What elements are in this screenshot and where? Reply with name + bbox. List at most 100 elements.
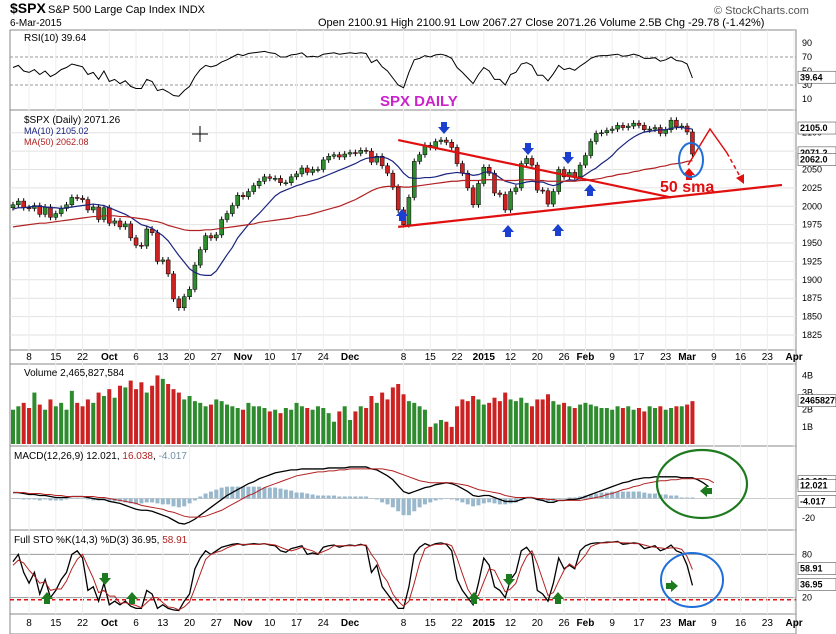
macd-histogram-bar (176, 498, 181, 508)
green-right-arrow (666, 580, 678, 592)
rsi-value-label-box (797, 70, 836, 84)
macd-histogram-bar (422, 498, 427, 505)
volume-bar (332, 421, 336, 444)
macd-histogram-bar (610, 491, 615, 499)
macd-histogram-bar (674, 495, 679, 499)
volume-bar (294, 402, 299, 444)
volume-bar (192, 401, 197, 444)
macd-histogram-bar (540, 498, 545, 501)
volume-bar (465, 401, 470, 444)
volume-bar (182, 399, 187, 444)
candle-body (310, 169, 315, 173)
macd-histogram-bar (235, 486, 240, 499)
macd-histogram-bar (578, 496, 583, 499)
macd-histogram-bar (37, 498, 42, 501)
volume-bar (583, 402, 588, 444)
volume-bar (59, 402, 64, 444)
sma-annotation: 50 sma (660, 179, 714, 196)
candle-body (149, 228, 155, 233)
volume-bar (241, 409, 246, 444)
macd-histogram-bar (214, 489, 219, 499)
macd-histogram-bar (374, 498, 379, 500)
volume-bar (219, 401, 224, 444)
volume-bar (519, 397, 524, 444)
price-scale-label: 2050 (802, 164, 822, 174)
macd-histogram-bar (128, 498, 133, 504)
macd-histogram-bar (631, 491, 636, 499)
macd-histogram-bar (642, 492, 647, 499)
sto-scale-label: 20 (802, 593, 812, 603)
macd-histogram-bar (225, 486, 229, 499)
volume-bar (428, 426, 433, 444)
candle-body (369, 150, 374, 163)
bottom-date-tick: 23 (762, 618, 774, 629)
price-scale-label: 1825 (802, 330, 822, 340)
volume-scale-label: 4B (802, 370, 813, 380)
bottom-date-tick: 20 (184, 618, 196, 629)
macd-histogram-bar (604, 492, 609, 499)
candle-body (294, 173, 299, 178)
candle-body (449, 142, 454, 148)
volume-bar (85, 399, 90, 444)
date-tick: 23 (762, 352, 774, 363)
index-name: S&P 500 Large Cap Index INDX (48, 4, 206, 16)
candle-body (321, 159, 326, 170)
volume-bar (615, 406, 620, 444)
macd-histogram-bar (369, 498, 374, 499)
volume-bar (578, 404, 583, 444)
macd-histogram-bar (150, 498, 155, 503)
rsi-scale-label: 90 (802, 38, 812, 48)
candle-body (647, 128, 652, 131)
macd-histogram-bar (626, 491, 631, 499)
date-tick: 17 (633, 352, 645, 363)
bottom-date-tick: 15 (50, 618, 62, 629)
macd-histogram-bar (198, 496, 203, 499)
macd-histogram-bar (449, 498, 454, 500)
candle-body (64, 204, 69, 209)
candle-body (390, 172, 396, 188)
sto-d-line (12, 541, 693, 611)
macd-histogram-bar (460, 498, 465, 503)
macd-histogram-bar (455, 498, 460, 501)
volume-bar (497, 401, 502, 444)
candle-body (315, 169, 321, 171)
macd-histogram-bar (246, 486, 251, 499)
candle-body (256, 181, 262, 186)
date-tick: 22 (451, 352, 463, 363)
volume-bar (433, 423, 438, 444)
candle-body (16, 200, 21, 206)
volume-bar (310, 409, 315, 444)
volume-bar (251, 406, 256, 444)
date-tick: 8 (26, 352, 32, 363)
candle-body (181, 296, 187, 309)
macd-histogram-bar (572, 497, 577, 499)
candle-body (37, 205, 42, 215)
annotations (41, 122, 783, 608)
candle-body (577, 164, 583, 178)
date-tick: 20 (184, 352, 196, 363)
candle-body (476, 183, 481, 206)
blue-up-arrow (552, 224, 564, 236)
candle-body (278, 178, 283, 183)
volume-bar (647, 406, 652, 444)
candle-body (337, 154, 342, 158)
date-tick: 27 (211, 352, 223, 363)
ma50-legend: MA(50) 2062.08 (24, 137, 89, 147)
candle-body (604, 130, 610, 133)
ma50-value-label-box (797, 153, 836, 166)
macd-histogram-bar (305, 493, 310, 499)
candle-body (192, 264, 198, 290)
macd-line (13, 466, 709, 525)
macd-scale-label: -20 (802, 513, 815, 523)
date-tick: 20 (532, 352, 544, 363)
volume-bar (358, 406, 363, 444)
macd-histogram-bar (433, 498, 438, 501)
macd-histogram-bar (267, 487, 272, 499)
macd-histogram-bar (358, 496, 363, 499)
bottom-date-tick: 8 (401, 618, 407, 629)
volume-bar (690, 401, 695, 444)
candle-body (615, 125, 620, 130)
candle-body (642, 125, 647, 131)
volume-bar (546, 394, 550, 444)
